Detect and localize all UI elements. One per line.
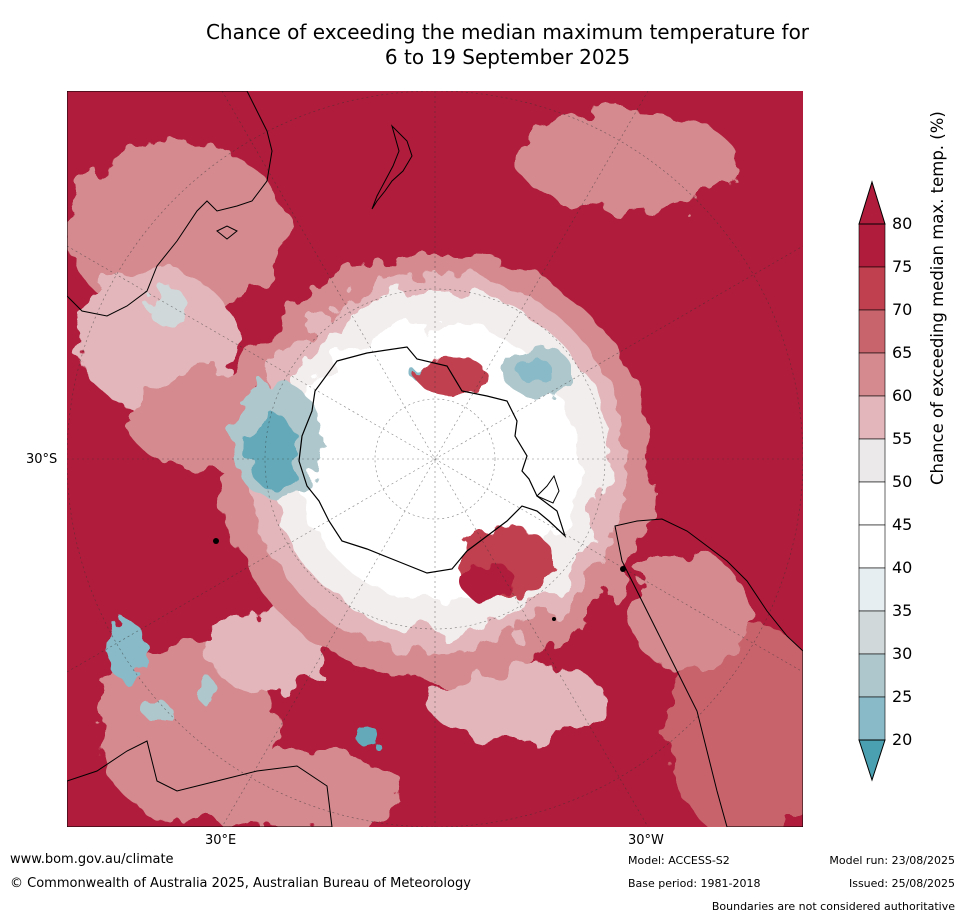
footer-base-period: Base period: 1981-2018 <box>628 877 761 890</box>
australia-coastline <box>67 91 273 317</box>
colorbar-tick-label: 80 <box>892 214 913 233</box>
colorbar-segment <box>858 696 886 741</box>
low-probability-patches <box>107 286 572 746</box>
colorbar-segment <box>858 653 886 698</box>
map-svg <box>67 91 803 827</box>
colorbar-tick-label: 60 <box>892 386 913 405</box>
footer-model-run: Model run: 23/08/2025 <box>829 854 955 867</box>
colorbar-segment <box>858 352 886 397</box>
footer-copyright: © Commonwealth of Australia 2025, Austra… <box>10 876 471 891</box>
island-marker <box>213 538 219 544</box>
graticule <box>67 91 803 827</box>
new-zealand-coastline <box>371 124 413 210</box>
colorbar-tick-label: 30 <box>892 644 913 663</box>
peninsula-coastline <box>536 474 560 504</box>
colorbar-segment <box>858 610 886 655</box>
colorbar-tick-label: 35 <box>892 601 913 620</box>
colorbar-segment <box>858 223 886 268</box>
colorbar-tick-label: 55 <box>892 429 913 448</box>
colorbar-tick-label: 50 <box>892 472 913 491</box>
colorbar-tick-label: 45 <box>892 515 913 534</box>
island-marker <box>552 617 556 621</box>
antarctica-coastline <box>298 346 567 574</box>
colorbar-segments <box>858 223 886 741</box>
south-america-coastline <box>614 518 803 827</box>
tasmania-coastline <box>216 225 238 240</box>
chart-title: Chance of exceeding the median maximum t… <box>0 20 965 70</box>
colorbar-tick-label: 65 <box>892 343 913 362</box>
colorbar-segment <box>858 524 886 569</box>
warm-tongue <box>417 356 553 599</box>
lat-label: 30°S <box>26 452 58 467</box>
footer-website[interactable]: www.bom.gov.au/climate <box>10 852 174 867</box>
lon-label-right: 30°W <box>628 833 664 848</box>
colorbar-tick-label: 75 <box>892 257 913 276</box>
colorbar-tick-label: 70 <box>892 300 913 319</box>
title-line-2: 6 to 19 September 2025 <box>384 45 631 69</box>
colorbar-tick-label: 25 <box>892 687 913 706</box>
colorbar-tick-label: 40 <box>892 558 913 577</box>
colorbar-segment <box>858 395 886 440</box>
colorbar-segment <box>858 266 886 311</box>
colorbar <box>858 180 886 782</box>
colorbar-segment <box>858 438 886 483</box>
southern-africa-coastline <box>67 740 333 827</box>
colorbar-tick-label: 20 <box>892 730 913 749</box>
title-line-1: Chance of exceeding the median maximum t… <box>205 20 810 44</box>
footer-issued: Issued: 25/08/2025 <box>848 877 955 890</box>
footer-disclaimer: Boundaries are not considered authoritat… <box>711 900 955 913</box>
island-marker <box>620 566 626 572</box>
footer-model: Model: ACCESS-S2 <box>628 854 730 867</box>
colorbar-segment <box>858 481 886 526</box>
probability-map <box>67 91 803 827</box>
colorbar-extend-bottom <box>858 739 886 782</box>
lon-label-left: 30°E <box>205 833 237 848</box>
colorbar-title: Chance of exceeding median max. temp. (%… <box>928 111 947 485</box>
colorbar-segment <box>858 567 886 612</box>
colorbar-extend-top <box>858 180 886 225</box>
colorbar-segment <box>858 309 886 354</box>
mid-probability-zones <box>67 111 803 827</box>
